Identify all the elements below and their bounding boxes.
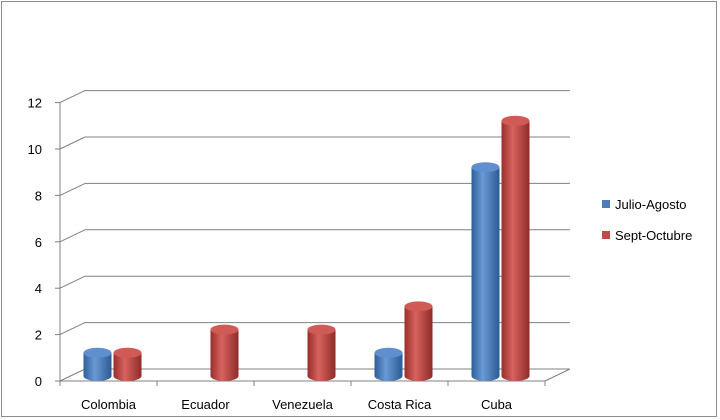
gridline-side [59,90,86,104]
floor-edge [544,368,571,382]
bar-cap [374,347,403,358]
bar-sept-octubre [113,347,142,382]
x-tick-label: Venezuela [272,397,333,412]
bar-cap [471,162,500,173]
y-tick-label: 10 [28,142,42,157]
axis-layer [55,102,571,386]
bar-cap [83,347,112,358]
bar-sept-octubre [307,324,336,382]
bar-body [210,329,239,382]
gridline-side [59,229,86,243]
bar-cap [404,301,433,312]
y-tick-label: 8 [35,188,42,203]
bar-sept-octubre [210,324,239,382]
bar-body [501,120,530,382]
bar-cap [307,324,336,335]
x-tick-label: Ecuador [181,397,230,412]
gridline-side [59,322,86,336]
bar-cap [501,115,530,126]
x-tick-label: Cuba [481,397,513,412]
bar-body [471,167,500,382]
gridline-side [59,275,86,289]
bar-sept-octubre [404,301,433,382]
bar-cap [210,324,239,335]
y-tick-label: 4 [35,281,42,296]
legend-swatch [602,200,610,208]
bar-julio-agosto [471,162,500,382]
y-tick-label: 6 [35,235,42,250]
y-tick-label: 2 [35,328,42,343]
legend-label: Julio-Agosto [615,197,687,212]
legend-swatch [602,231,610,239]
y-tick-label: 0 [35,374,42,389]
gridline-side [59,136,86,150]
bar-body [307,329,336,382]
bar-layer [83,115,530,382]
y-tick-label: 12 [28,96,42,111]
bar-cap [113,347,142,358]
bar-julio-agosto [374,347,403,382]
x-tick-label: Costa Rica [368,397,432,412]
bar-body [404,306,433,382]
bar-body [374,352,403,382]
bar-julio-agosto [83,347,112,382]
bar-sept-octubre [501,115,530,382]
x-tick-label: Colombia [81,397,137,412]
gridline-side [59,182,86,196]
legend-label: Sept-Octubre [615,228,692,243]
bar-body [83,352,112,382]
legend: Julio-Agosto Sept-Octubre [602,197,692,243]
label-layer: 0 2 4 6 8 10 12 Colombia Ecuador Venezuela Costa R… [28,96,513,412]
bar-body [113,352,142,382]
gridline-side [59,368,86,382]
